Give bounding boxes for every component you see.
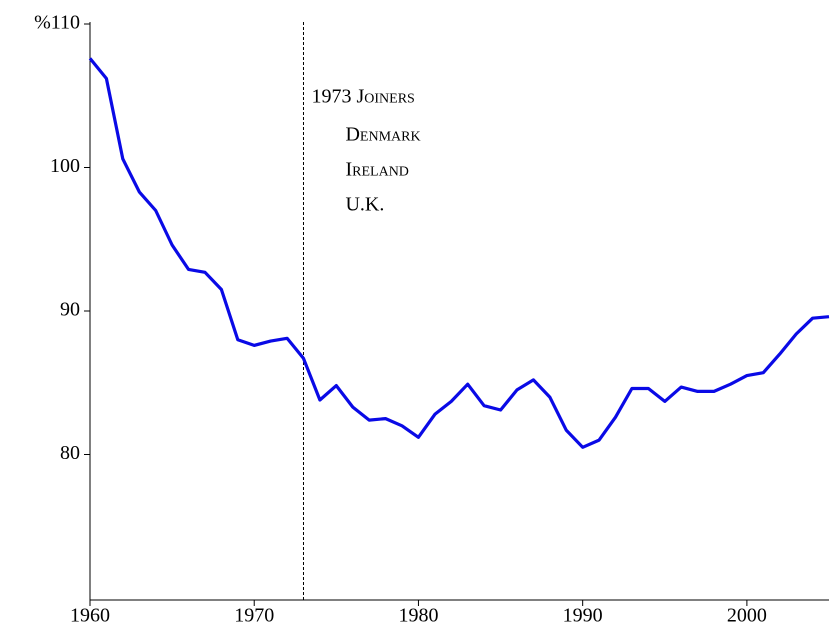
annotation-item: Denmark (345, 124, 420, 146)
y-tick-label: 90 (60, 299, 80, 321)
x-tick-label: 1980 (398, 605, 438, 627)
annotation-item: Ireland (345, 159, 408, 181)
y-tick-label: 80 (60, 442, 80, 464)
x-tick-label: 1970 (234, 605, 274, 627)
annotation-title: 1973 Joiners (311, 86, 414, 108)
series-line (88, 57, 830, 449)
y-tick-label: %110 (34, 12, 80, 34)
x-tick-label: 1990 (563, 605, 603, 627)
y-tick-label: 100 (50, 155, 80, 177)
x-tick-label: 2000 (727, 605, 767, 627)
annotation-item: U.K. (345, 194, 384, 216)
x-tick-label: 1960 (70, 605, 110, 627)
